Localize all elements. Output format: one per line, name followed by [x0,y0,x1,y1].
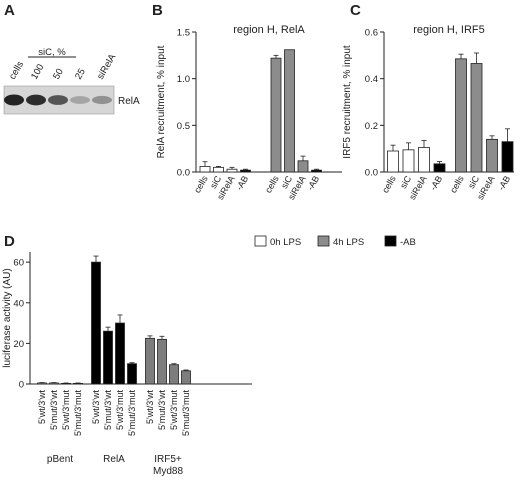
bar [115,322,125,385]
legend: 0h LPS 4h LPS -AB [254,235,416,248]
y-tick-label: 0.6 [365,28,378,39]
category-label: 5'wt/3'wt [145,390,155,424]
y-axis-label: luciferase activity (AU) [2,268,13,367]
blot-lane-label: siRelA [95,52,119,82]
category-label: -AB [496,174,512,192]
category-label: 5'wt/3'mut [115,390,125,430]
group-label: pBent [47,454,73,465]
y-tick-label: 0.0 [365,168,378,179]
legend-swatch [384,235,397,247]
bar [270,57,282,173]
category-label: 5'mut/3'mut [73,390,83,436]
y-tick-label: 1.0 [177,74,190,85]
category-label: -AB [234,174,250,192]
bar [433,163,446,173]
panel-letter-a: A [4,2,15,19]
y-tick-label: 60 [13,258,24,269]
bar [37,382,47,385]
bar [145,337,155,385]
bar [157,338,167,385]
bar [169,364,179,385]
legend-label: 0h LPS [270,237,301,248]
blot-band [48,95,68,105]
category-label: cells [192,174,210,195]
bar [73,382,83,385]
bar [284,49,295,173]
band-label-rela: RelA [118,96,140,107]
chart-title: region H, RelA [233,24,305,36]
legend-label: -AB [400,237,416,248]
category-label: 5'wt/3'mut [169,390,179,430]
category-label: cells [380,174,398,195]
category-label: 5'wt/3'wt [91,390,101,424]
category-label: 5'wt/3'wt [37,390,47,424]
category-label: -AB [428,174,444,192]
y-tick-label: 1.5 [177,28,190,39]
legend-label: 4h LPS [333,237,364,248]
category-label: 5'mut/3'wt [103,390,113,430]
category-label: 5'mut/3'wt [157,390,167,430]
western-blot: siC, % RelA cells 100 50 25 siRelA [3,47,140,115]
blot-lane-label: 50 [51,67,66,82]
category-label: 5'wt/3'mut [61,390,71,430]
blot-band [4,94,24,106]
bar [470,63,483,173]
blot-band [70,96,90,104]
bar [418,147,430,173]
category-label: cells [448,174,466,195]
blot-lane-label: 100 [29,62,46,81]
y-tick-label: 0.0 [177,168,190,179]
blot-lane-label: cells [7,59,26,81]
y-tick-label: 0.5 [177,121,190,132]
bar [226,168,238,173]
bar [297,160,309,173]
bar [61,382,71,385]
y-tick-label: 0.4 [365,74,378,85]
y-tick-label: 40 [13,298,24,309]
blot-band [26,94,46,106]
group-label: IRF5+ [154,454,182,465]
category-label: cells [263,174,281,195]
bar [91,261,101,385]
y-tick-label: 0 [19,380,24,391]
category-label: -AB [305,174,321,192]
chart-panel-b: region H, RelA 0.0 0.5 1.0 1.5 RelA recruitme… [156,24,342,202]
bar [181,370,191,385]
blot-lane-label: 25 [73,67,88,82]
bar [501,141,514,173]
category-label: 5'mut/3'mut [181,390,191,436]
y-tick-label: 20 [13,339,24,350]
panel-letter-b: B [152,2,163,19]
bar [486,138,498,173]
group-label: Myd88 [153,466,183,477]
y-tick-label: 0.2 [365,121,378,132]
y-axis-label: RelA recruitment, % input [156,45,167,158]
bar [199,165,211,173]
siC-label: siC, % [38,47,66,58]
chart-panel-c: region H, IRF5 0.0 0.2 0.4 0.6 IRF5 recruitme… [342,24,514,202]
bar [387,150,399,173]
category-label: 5'mut/3'mut [127,390,137,436]
panel-letter-d: D [4,233,15,250]
bar [311,169,322,173]
bar [49,382,59,385]
bar [103,330,113,385]
legend-swatch [317,235,330,247]
bar [213,166,224,173]
group-label: RelA [103,454,125,465]
bar [402,149,415,173]
bar [455,58,467,173]
bar [240,169,251,173]
blot-band [92,95,112,105]
y-axis-label: IRF5 recruitment, % input [342,45,353,159]
chart-title: region H, IRF5 [413,24,485,36]
bar [127,363,137,385]
legend-swatch [254,235,267,247]
panel-letter-c: C [350,2,361,19]
category-label: 5'mut/3'wt [49,390,59,430]
